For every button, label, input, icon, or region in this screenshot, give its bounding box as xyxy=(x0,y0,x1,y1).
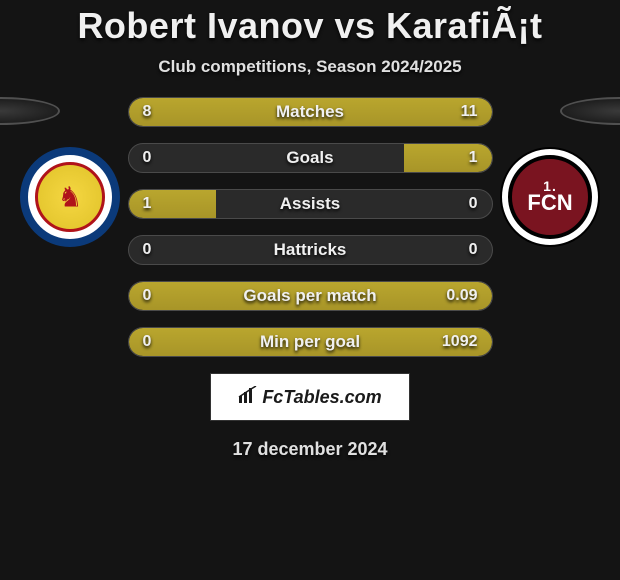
fcn-bot-text: FCN xyxy=(527,190,572,216)
stat-label: Goals per match xyxy=(129,282,492,310)
right-club-logo: 1. FCN xyxy=(500,147,600,247)
left-club-logo: ♞ xyxy=(20,147,120,247)
page-subtitle: Club competitions, Season 2024/2025 xyxy=(0,57,620,77)
main-area: ♞ 1. FCN 811Matches 01Goals 10Assists 00Hat… xyxy=(0,97,620,460)
stat-row: 01092Min per goal xyxy=(128,327,493,357)
stat-row: 10Assists xyxy=(128,189,493,219)
chart-icon xyxy=(238,386,258,409)
stat-row: 00Hattricks xyxy=(128,235,493,265)
page-title: Robert Ivanov vs KarafiÃ¡t xyxy=(0,5,620,47)
lion-icon: ♞ xyxy=(57,181,82,214)
date-line: 17 december 2024 xyxy=(0,439,620,460)
stat-row: 01Goals xyxy=(128,143,493,173)
stat-label: Min per goal xyxy=(129,328,492,356)
watermark-box: FcTables.com xyxy=(210,373,410,421)
stat-row: 811Matches xyxy=(128,97,493,127)
left-club-block: ♞ xyxy=(0,97,60,125)
right-club-logo-inner: 1. FCN xyxy=(508,155,592,239)
stat-label: Matches xyxy=(129,98,492,126)
left-shadow-ellipse xyxy=(0,97,60,125)
stats-column: 811Matches 01Goals 10Assists 00Hattricks 00.… xyxy=(128,97,493,357)
watermark-label: FcTables.com xyxy=(262,387,381,408)
stat-label: Assists xyxy=(129,190,492,218)
left-club-logo-inner: ♞ xyxy=(35,162,105,232)
right-club-block: 1. FCN xyxy=(560,97,620,125)
stat-label: Hattricks xyxy=(129,236,492,264)
stat-label: Goals xyxy=(129,144,492,172)
comparison-infographic: Robert Ivanov vs KarafiÃ¡t Club competit… xyxy=(0,0,620,460)
watermark-text: FcTables.com xyxy=(238,386,381,409)
right-shadow-ellipse xyxy=(560,97,620,125)
stat-row: 00.09Goals per match xyxy=(128,281,493,311)
